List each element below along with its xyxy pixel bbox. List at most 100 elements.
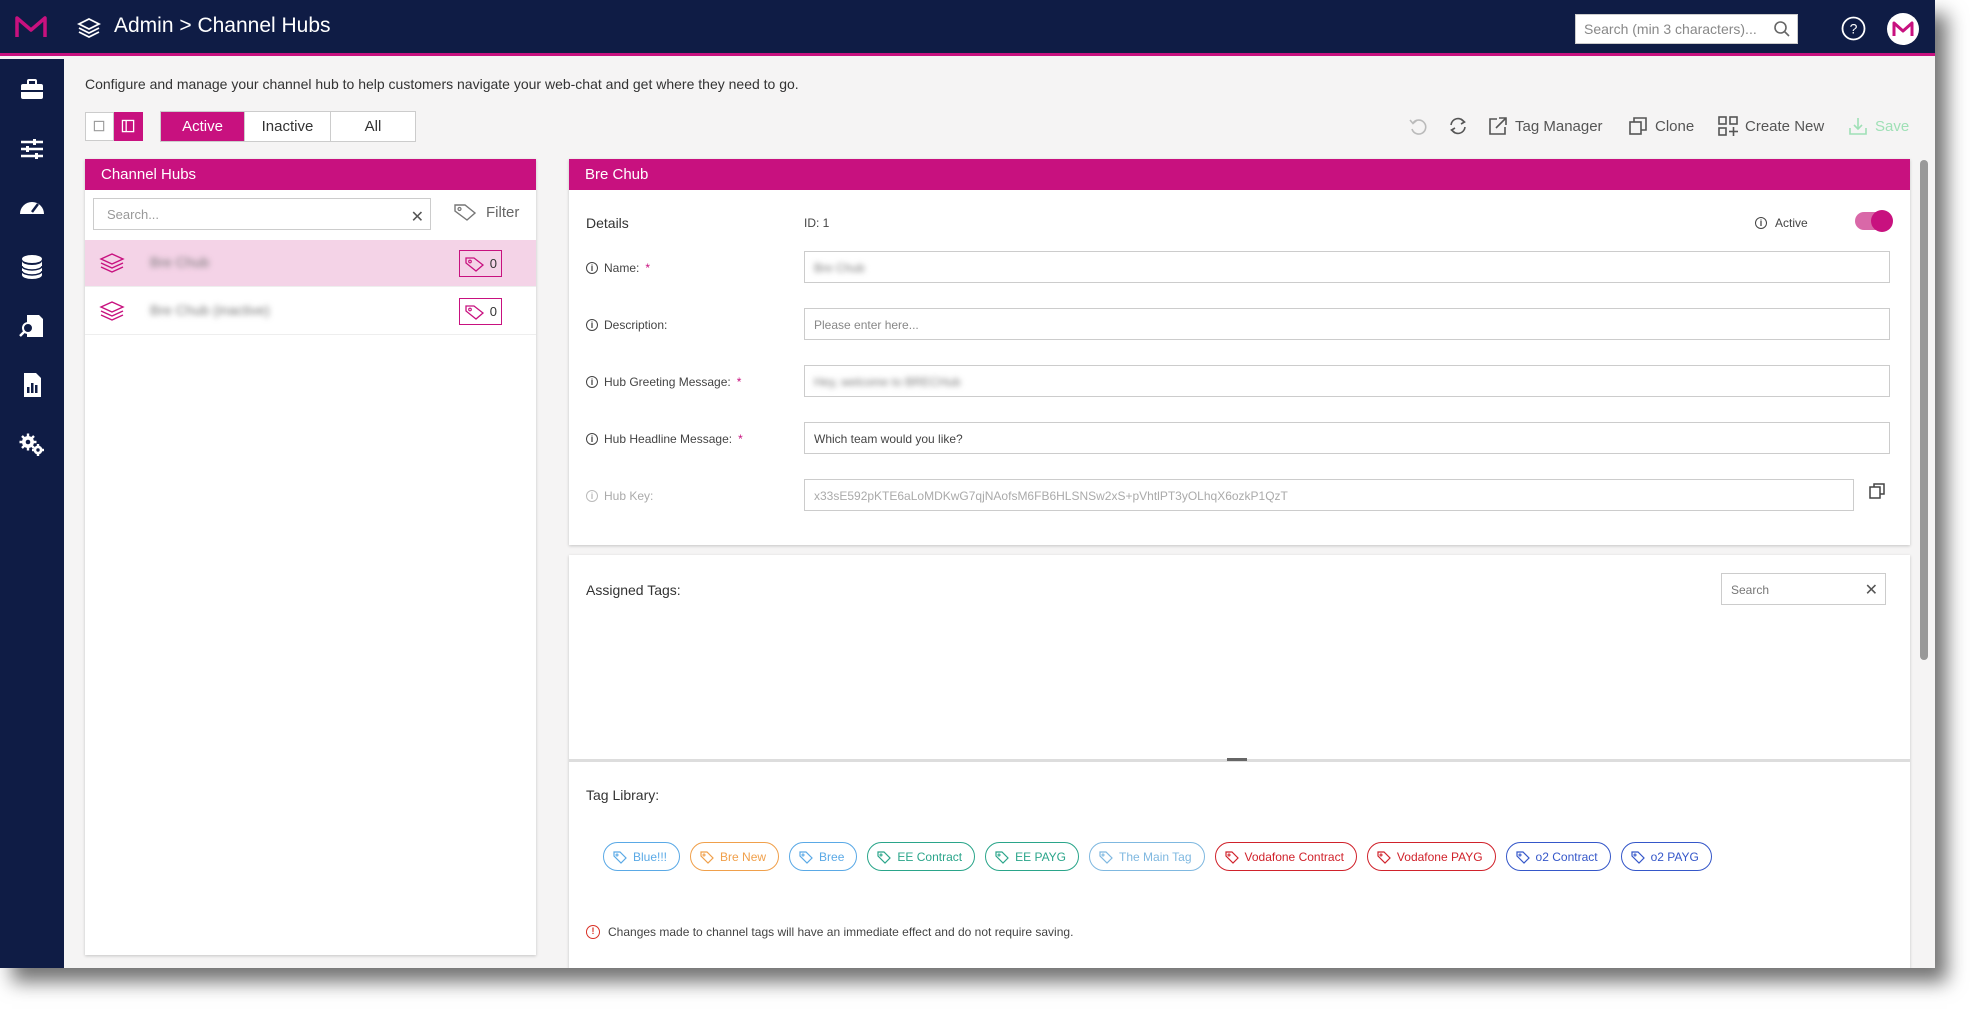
tag-icon <box>465 257 485 272</box>
tag-chip[interactable]: The Main Tag <box>1089 842 1205 871</box>
clone-button[interactable]: Clone <box>1627 113 1694 139</box>
global-search-placeholder: Search (min 3 characters)... <box>1584 21 1757 37</box>
tag-icon <box>995 850 1009 864</box>
required-mark: * <box>736 375 742 389</box>
name-label: i Name: * <box>586 261 650 275</box>
tag-chip[interactable]: Vodafone Contract <box>1214 842 1357 871</box>
single-view-button[interactable] <box>85 112 114 141</box>
view-toggle <box>85 112 143 141</box>
search-icon[interactable] <box>1773 20 1791 38</box>
greeting-field-value: Hey, welcome to BRECHub <box>814 375 961 389</box>
active-toggle[interactable] <box>1855 210 1893 232</box>
split-view-button[interactable] <box>114 112 143 141</box>
split-pane-icon <box>121 119 135 133</box>
avatar-logo-icon <box>1892 21 1914 36</box>
report-icon[interactable] <box>17 370 47 400</box>
details-scrollbar[interactable] <box>1920 160 1928 660</box>
tag-icon <box>1224 850 1239 864</box>
tag-chip-label: Bre New <box>720 849 767 864</box>
assigned-tags-search-input[interactable]: Search ✕ <box>1721 573 1886 605</box>
name-field[interactable]: Bre Chub <box>804 251 1890 283</box>
create-new-button[interactable]: Create New <box>1717 113 1824 139</box>
tag-chip-label: EE PAYG <box>1015 849 1067 864</box>
tag-icon <box>1099 850 1113 864</box>
tag-icon <box>465 305 485 320</box>
hub-list-item[interactable]: Bre Chub 0 <box>85 240 536 287</box>
tags-warning: ! Changes made to channel tags will have… <box>586 925 1073 939</box>
greeting-label: i Hub Greeting Message: * <box>586 375 741 389</box>
greeting-field[interactable]: Hey, welcome to BRECHub <box>804 365 1890 397</box>
search-document-icon[interactable] <box>17 311 47 341</box>
name-field-value: Bre Chub <box>814 261 865 275</box>
tab-all[interactable]: All <box>364 118 382 135</box>
undo-icon <box>1409 119 1427 135</box>
tab-inactive[interactable]: Inactive <box>245 112 331 141</box>
tag-chip[interactable]: EE PAYG <box>985 842 1080 871</box>
required-mark: * <box>738 432 743 446</box>
info-icon: i <box>586 490 598 502</box>
copy-icon[interactable] <box>1867 481 1887 501</box>
undo-button[interactable] <box>1407 113 1429 139</box>
app-logo-icon[interactable] <box>14 14 48 40</box>
description-label: i Description: <box>586 318 667 332</box>
help-icon[interactable]: ? <box>1841 16 1866 41</box>
channel-hubs-title: Channel Hubs <box>85 159 536 190</box>
assigned-tags-search-placeholder: Search <box>1731 583 1770 597</box>
tag-chip-label: Vodafone Contract <box>1244 849 1344 864</box>
hub-key-field[interactable]: x33sE592pKTE6aLoMDKwG7qjNAofsM6FB6HLSNSw… <box>804 479 1854 511</box>
tag-chip[interactable]: Vodafone PAYG <box>1366 842 1496 871</box>
tag-library-title: Tag Library: <box>586 787 660 803</box>
save-button[interactable]: Save <box>1847 113 1909 139</box>
single-pane-icon <box>93 120 105 132</box>
tag-chip-label: o2 Contract <box>1535 849 1598 864</box>
tag-icon <box>700 850 714 864</box>
tag-chip[interactable]: Bree <box>789 842 858 871</box>
tag-chip[interactable]: Blue!!! <box>603 842 681 871</box>
page-description: Configure and manage your channel hub to… <box>85 76 799 92</box>
briefcase-icon[interactable] <box>17 75 47 105</box>
database-icon[interactable] <box>17 252 47 282</box>
resize-handle[interactable] <box>1227 758 1247 761</box>
hub-list-item[interactable]: Bre Chub (inactive) 0 <box>85 288 536 335</box>
clear-search-icon[interactable]: ✕ <box>410 209 424 226</box>
tag-manager-button[interactable]: Tag Manager <box>1487 113 1603 139</box>
status-filter-tabs: Active Inactive All <box>160 111 416 142</box>
global-search-input[interactable]: Search (min 3 characters)... <box>1575 14 1798 44</box>
tag-chip[interactable]: EE Contract <box>867 842 976 871</box>
filter-button[interactable]: Filter <box>453 202 519 222</box>
clear-search-icon[interactable]: ✕ <box>1864 582 1878 599</box>
clone-icon <box>1629 117 1647 135</box>
settings-icon[interactable] <box>17 429 47 459</box>
active-text: Active <box>1775 216 1808 230</box>
breadcrumb: Admin > Channel Hubs <box>114 14 331 37</box>
headline-field[interactable]: Which team would you like? <box>804 422 1890 454</box>
greeting-label-text: Hub Greeting Message: <box>604 375 731 389</box>
dashboard-icon[interactable] <box>17 193 47 223</box>
create-new-label: Create New <box>1745 117 1825 135</box>
description-field[interactable]: Please enter here... <box>804 308 1890 340</box>
hub-tag-count[interactable]: 0 <box>459 298 502 325</box>
layers-icon <box>99 301 125 321</box>
tag-chip[interactable]: o2 PAYG <box>1620 842 1712 871</box>
hub-search-input[interactable]: Search... ✕ <box>93 198 431 230</box>
tag-chip-label: o2 PAYG <box>1650 849 1699 864</box>
tags-warning-text: Changes made to channel tags will have a… <box>608 925 1074 939</box>
tab-active[interactable]: Active <box>161 112 245 141</box>
hub-tag-count[interactable]: 0 <box>459 250 502 277</box>
layers-icon <box>99 253 125 273</box>
hub-name: Bre Chub <box>150 254 210 270</box>
hub-tag-count-value: 0 <box>489 304 497 319</box>
hub-tag-count-value: 0 <box>489 256 497 271</box>
active-label: i Active <box>1755 216 1808 230</box>
tag-chip[interactable]: o2 Contract <box>1505 842 1611 871</box>
top-bar: Admin > Channel Hubs Search (min 3 chara… <box>0 0 1935 56</box>
assigned-tags-title: Assigned Tags: <box>586 582 681 598</box>
sidebar-nav <box>0 59 64 968</box>
tag-icon <box>1515 850 1530 864</box>
tag-chip[interactable]: Bre New <box>690 842 780 871</box>
user-avatar[interactable] <box>1887 13 1919 45</box>
tag-manager-label: Tag Manager <box>1515 117 1603 135</box>
refresh-button[interactable] <box>1447 113 1469 139</box>
sliders-icon[interactable] <box>17 134 47 164</box>
channel-hubs-panel: Channel Hubs Search... ✕ Filter Bre Chub <box>85 159 536 955</box>
